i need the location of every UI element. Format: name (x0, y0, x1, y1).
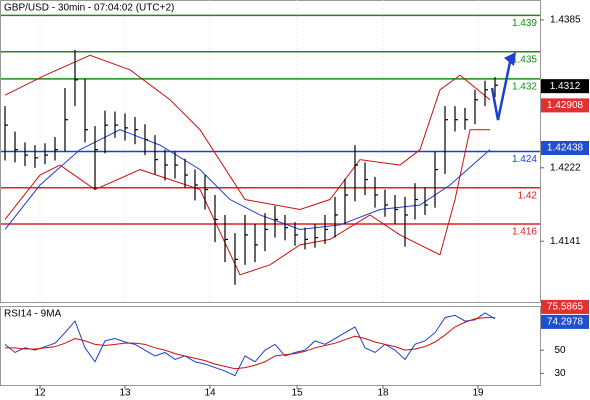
y-tick-label: 1.4141 (550, 236, 581, 247)
price-marker-label: 1.42908 (547, 100, 584, 111)
x-tick-label: 12 (34, 388, 46, 399)
price-marker-label: 1.42438 (547, 143, 584, 154)
overlay-line (4, 54, 491, 211)
rsi-tick-label: 50 (554, 345, 566, 356)
level-label: 1.416 (512, 227, 537, 238)
chart-title: GBP/USD - 30min - 07:04:02 (UTC+2) (4, 3, 174, 14)
price-marker (541, 79, 589, 94)
level-label: 1.42 (518, 190, 538, 201)
price-marker (541, 141, 589, 156)
rsi-marker (541, 314, 589, 329)
level-label: 1.432 (512, 82, 537, 93)
overlay-line (4, 129, 491, 230)
y-tick-label: 1.4385 (550, 15, 581, 26)
x-tick-label: 19 (472, 388, 484, 399)
rsi-line (5, 317, 495, 370)
x-tick-label: 14 (204, 388, 216, 399)
x-tick-label: 13 (119, 388, 131, 399)
y-tick-label: 1.4222 (550, 162, 581, 173)
rsi-title: RSI14 - 9MA (4, 309, 62, 320)
rsi-marker-label: 75.5865 (547, 302, 584, 313)
level-label: 1.435 (512, 54, 537, 65)
rsi-tick-label: 30 (554, 368, 566, 379)
overlay-line (4, 129, 490, 276)
x-tick-label: 15 (291, 388, 303, 399)
price-marker (541, 98, 589, 113)
rsi-marker (541, 299, 589, 314)
forecast-arrow (490, 52, 516, 121)
rsi-line (4, 312, 496, 377)
rsi-panel (0, 306, 541, 386)
level-label: 1.424 (512, 154, 537, 165)
level-label: 1.439 (512, 18, 537, 29)
x-tick-label: 18 (377, 388, 389, 399)
price-marker-label: 1.4312 (550, 81, 581, 92)
rsi-marker-label: 74.2978 (547, 317, 584, 328)
